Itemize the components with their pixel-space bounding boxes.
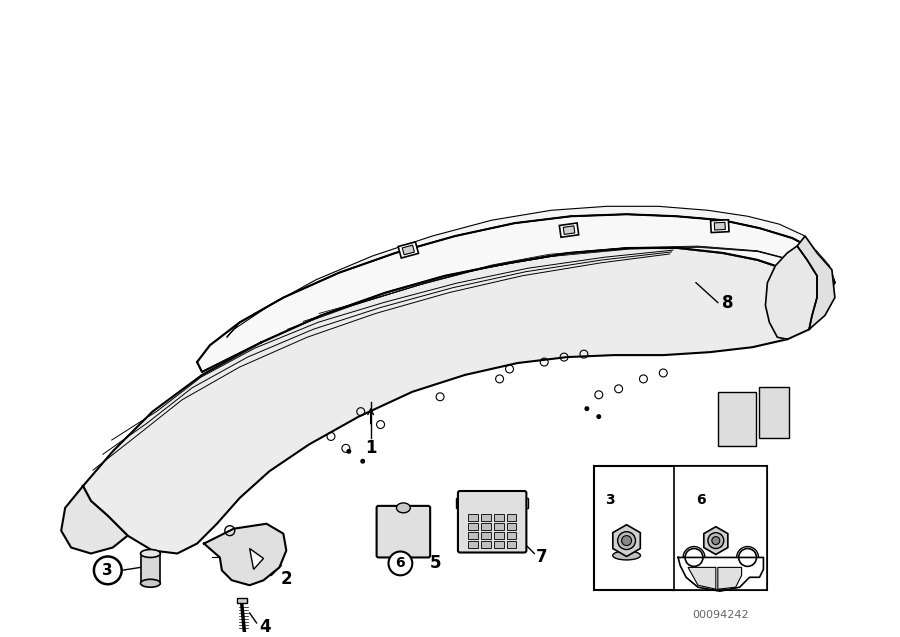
Text: 4: 4	[260, 618, 271, 636]
Text: 2: 2	[281, 570, 292, 589]
Circle shape	[622, 536, 632, 545]
Polygon shape	[797, 236, 835, 329]
Text: 3: 3	[605, 493, 615, 507]
Bar	[507, 523, 517, 530]
Bar	[237, 598, 247, 603]
Ellipse shape	[140, 579, 160, 587]
Bar	[718, 392, 755, 447]
Bar	[493, 532, 504, 539]
Bar	[493, 541, 504, 548]
Polygon shape	[704, 527, 728, 554]
Polygon shape	[197, 214, 835, 372]
FancyBboxPatch shape	[458, 491, 526, 552]
Ellipse shape	[704, 550, 728, 557]
Circle shape	[584, 406, 590, 411]
Circle shape	[712, 536, 720, 545]
Text: 8: 8	[722, 294, 734, 311]
Polygon shape	[711, 220, 729, 233]
Polygon shape	[718, 568, 742, 589]
Bar	[493, 514, 504, 521]
Polygon shape	[61, 486, 128, 554]
Polygon shape	[197, 214, 835, 372]
Bar	[481, 514, 491, 521]
Text: 1: 1	[364, 440, 376, 457]
Bar	[481, 523, 491, 530]
FancyBboxPatch shape	[376, 506, 430, 557]
Ellipse shape	[613, 551, 641, 560]
Bar	[468, 523, 478, 530]
Bar	[520, 498, 528, 508]
Bar	[468, 541, 478, 548]
Polygon shape	[398, 242, 418, 258]
Circle shape	[708, 533, 724, 548]
Polygon shape	[249, 548, 264, 569]
Text: 00094242: 00094242	[692, 610, 749, 620]
Polygon shape	[613, 525, 640, 557]
Polygon shape	[83, 248, 825, 554]
Ellipse shape	[396, 503, 410, 513]
Ellipse shape	[140, 550, 160, 557]
Bar	[507, 541, 517, 548]
Bar	[468, 532, 478, 539]
Bar	[468, 514, 478, 521]
Bar	[507, 532, 517, 539]
Bar	[674, 466, 768, 590]
Circle shape	[597, 414, 601, 419]
Text: 6: 6	[396, 556, 405, 570]
Bar	[456, 498, 464, 508]
Polygon shape	[688, 568, 716, 589]
Circle shape	[346, 449, 351, 454]
Circle shape	[360, 459, 365, 464]
Bar	[140, 554, 160, 583]
Text: 6: 6	[696, 493, 706, 507]
Polygon shape	[227, 206, 815, 337]
Circle shape	[94, 557, 122, 584]
Text: 5: 5	[429, 554, 441, 573]
Polygon shape	[765, 246, 817, 340]
Bar	[760, 387, 789, 438]
Bar	[481, 532, 491, 539]
Bar	[481, 541, 491, 548]
Polygon shape	[715, 222, 725, 230]
Polygon shape	[563, 226, 575, 234]
Polygon shape	[204, 524, 286, 585]
Circle shape	[389, 552, 412, 575]
Bar	[493, 523, 504, 530]
Bar	[507, 514, 517, 521]
Polygon shape	[560, 223, 579, 237]
Text: 3: 3	[103, 563, 113, 578]
Text: 7: 7	[536, 548, 547, 566]
Circle shape	[617, 532, 635, 550]
Polygon shape	[402, 245, 414, 255]
Bar	[594, 466, 768, 590]
